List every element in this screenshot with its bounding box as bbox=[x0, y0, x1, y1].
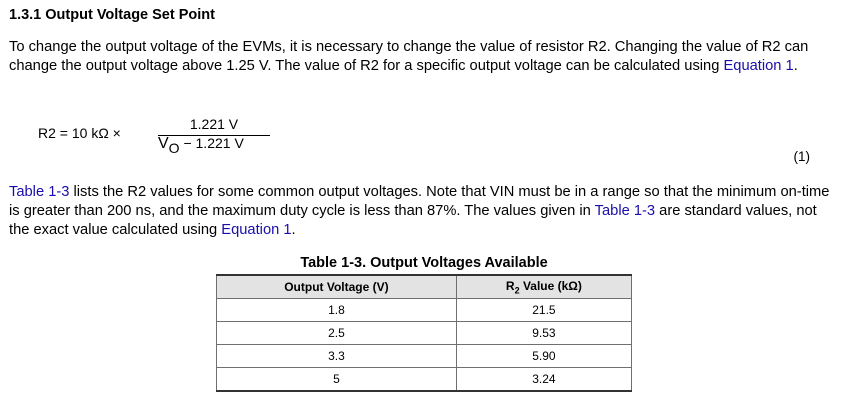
den-sub: O bbox=[168, 140, 180, 156]
p2-text-b: are standard values, not the exact value… bbox=[9, 203, 817, 238]
p2-text-a: lists the R2 values for some common outp… bbox=[9, 184, 830, 219]
output-voltage-table: Output Voltage (V) R2 Value (kΩ) 1.8 21.… bbox=[216, 274, 633, 392]
table-row: 3.3 5.90 bbox=[216, 344, 633, 368]
table-header-row: Output Voltage (V) R2 Value (kΩ) bbox=[216, 274, 633, 299]
intro-paragraph: To change the output voltage of the EVMs… bbox=[9, 38, 839, 76]
p2-text-c: . bbox=[291, 222, 296, 238]
section-heading: 1.3.1 Output Voltage Set Point bbox=[9, 7, 215, 23]
intro-text-b: . bbox=[793, 58, 798, 74]
table-row: 1.8 21.5 bbox=[216, 298, 633, 322]
cell-r2: 9.53 bbox=[455, 321, 633, 345]
table-row: 2.5 9.53 bbox=[216, 321, 633, 345]
cell-r2: 3.24 bbox=[455, 367, 633, 392]
den-v: V bbox=[158, 135, 169, 152]
header-r2-value: R2 Value (kΩ) bbox=[455, 274, 633, 299]
equation-denominator: VO − 1.221 V bbox=[158, 135, 244, 156]
equation-numerator: 1.221 V bbox=[189, 116, 239, 132]
cell-voltage: 3.3 bbox=[216, 344, 457, 368]
equation-lhs: R2 = 10 kΩ × bbox=[38, 125, 121, 141]
table-description-paragraph: Table 1-3 lists the R2 values for some c… bbox=[9, 183, 839, 240]
cell-voltage: 1.8 bbox=[216, 298, 457, 322]
cell-voltage: 5 bbox=[216, 367, 457, 392]
header-output-voltage: Output Voltage (V) bbox=[216, 274, 457, 299]
cell-r2: 5.90 bbox=[455, 344, 633, 368]
table-caption: Table 1-3. Output Voltages Available bbox=[300, 255, 548, 271]
equation-1: R2 = 10 kΩ × 1.221 V VO − 1.221 V bbox=[38, 114, 298, 156]
intro-text-a: To change the output voltage of the EVMs… bbox=[9, 39, 809, 74]
table-1-3-link-2[interactable]: Table 1-3 bbox=[594, 203, 656, 219]
equation-1-link-2[interactable]: Equation 1 bbox=[221, 222, 292, 238]
equation-1-link[interactable]: Equation 1 bbox=[723, 58, 794, 74]
cell-r2: 21.5 bbox=[455, 298, 633, 322]
table-1-3-link[interactable]: Table 1-3 bbox=[9, 184, 70, 200]
cell-voltage: 2.5 bbox=[216, 321, 457, 345]
fraction-bar bbox=[158, 135, 270, 136]
table-row: 5 3.24 bbox=[216, 367, 633, 392]
den-rest: − 1.221 V bbox=[179, 135, 244, 151]
equation-number: (1) bbox=[793, 149, 811, 164]
